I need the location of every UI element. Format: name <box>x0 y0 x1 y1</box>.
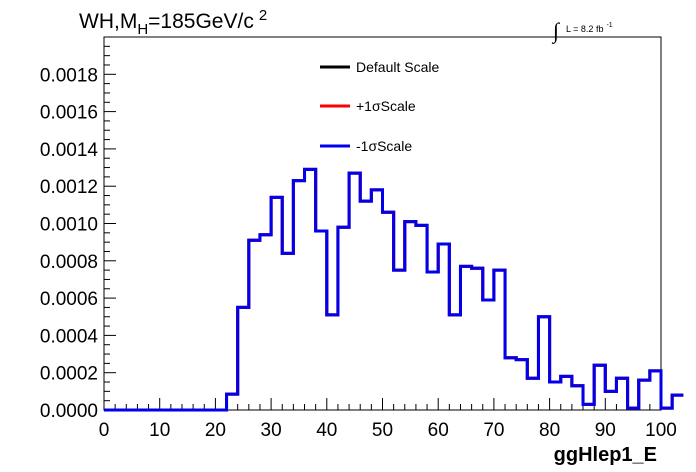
y-tick-label: 0.0016 <box>40 103 98 124</box>
x-tick-label: 70 <box>483 420 504 441</box>
lumi-superscript: -1 <box>606 22 612 29</box>
chart-title-superscript: 2 <box>259 7 267 24</box>
lumi-text: L = 8.2 fb <box>566 24 603 34</box>
y-tick-label: 0.0014 <box>40 140 99 161</box>
x-axis-label: ggHlep1_E <box>554 444 657 466</box>
x-axis-ticks: 0 10 20 30 40 50 60 70 80 90 100 <box>99 398 677 441</box>
series-line-1-scale <box>104 167 684 412</box>
y-tick-label: 0.0000 <box>40 401 98 422</box>
plot-frame <box>103 36 662 411</box>
y-axis-ticks: 0.0000 0.0002 0.0004 0.0006 0.0008 0.0010 0.00… <box>40 36 116 422</box>
x-tick-label: 80 <box>539 420 560 441</box>
chart-title-subscript: H <box>137 21 148 38</box>
y-tick-label: 0.0010 <box>40 215 98 236</box>
series-line-default-scale <box>104 167 684 412</box>
legend: Default Scale +1σScale -1σScale <box>320 59 439 154</box>
chart-title: WH,MH=185GeV/c 2 <box>79 7 267 38</box>
chart-title-middle: =185GeV/c <box>148 10 254 33</box>
lumi-label: L = 8.2 fb -1 <box>566 22 613 34</box>
y-tick-label: 0.0002 <box>40 364 98 385</box>
x-tick-label: 20 <box>205 420 226 441</box>
series-line-1-scale <box>104 167 684 412</box>
y-tick-label: 0.0006 <box>40 289 98 310</box>
x-tick-label: 0 <box>99 420 110 441</box>
x-tick-label: 50 <box>372 420 393 441</box>
y-tick-label: 0.0004 <box>40 326 99 347</box>
y-tick-label: 0.0012 <box>40 177 98 198</box>
series-group <box>104 167 684 412</box>
y-tick-label: 0.0008 <box>40 252 98 273</box>
legend-label-minus-sigma: -1σScale <box>356 138 412 154</box>
x-tick-label: 60 <box>428 420 449 441</box>
x-tick-label: 40 <box>316 420 337 441</box>
y-tick-label: 0.0018 <box>40 65 98 86</box>
legend-label-plus-sigma: +1σScale <box>356 98 416 114</box>
x-tick-label: 30 <box>261 420 282 441</box>
lumi-integral-symbol: ∫ <box>551 18 561 44</box>
x-tick-label: 90 <box>595 420 616 441</box>
legend-label-default-scale: Default Scale <box>356 59 439 75</box>
x-tick-label: 100 <box>645 420 677 441</box>
x-tick-label: 10 <box>149 420 170 441</box>
chart-title-prefix: WH,M <box>79 10 137 33</box>
